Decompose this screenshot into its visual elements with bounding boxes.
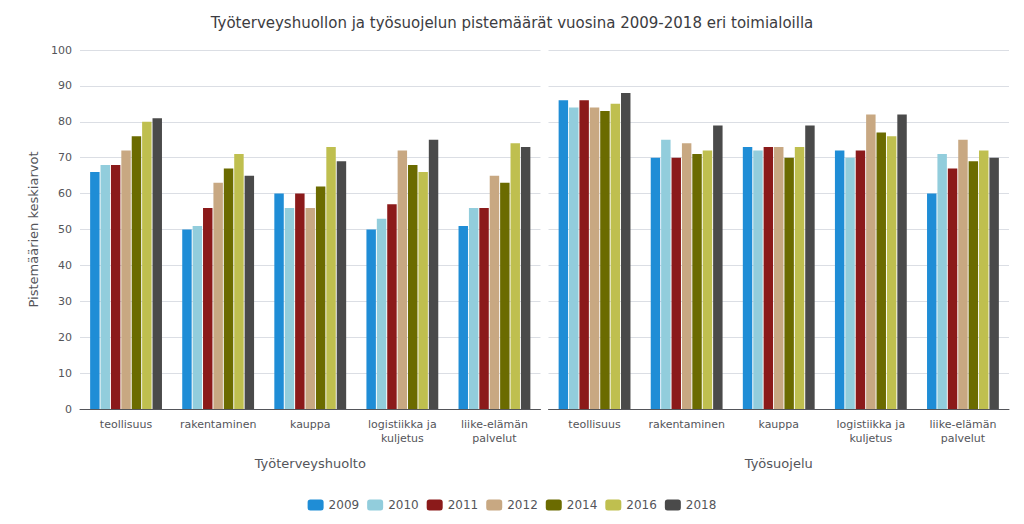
svg-text:2010: 2010: [388, 498, 419, 512]
svg-text:2016: 2016: [626, 498, 657, 512]
svg-text:70: 70: [58, 151, 72, 164]
svg-text:60: 60: [58, 187, 72, 200]
svg-text:logistiikka ja: logistiikka ja: [837, 418, 906, 431]
svg-text:2012: 2012: [507, 498, 538, 512]
svg-text:teollisuus: teollisuus: [568, 418, 621, 431]
svg-text:palvelut: palvelut: [941, 432, 986, 445]
svg-text:20: 20: [58, 331, 72, 344]
svg-text:30: 30: [58, 295, 72, 308]
svg-text:80: 80: [58, 115, 72, 128]
svg-text:Työterveyshuolto: Työterveyshuolto: [254, 456, 366, 471]
svg-text:90: 90: [58, 79, 72, 92]
svg-text:2009: 2009: [329, 498, 360, 512]
svg-text:teollisuus: teollisuus: [100, 418, 153, 431]
svg-text:logistiikka ja: logistiikka ja: [368, 418, 437, 431]
svg-text:liike-elämän: liike-elämän: [930, 418, 997, 431]
svg-text:kauppa: kauppa: [290, 418, 331, 431]
svg-text:rakentaminen: rakentaminen: [180, 418, 257, 431]
svg-text:kuljetus: kuljetus: [849, 432, 892, 445]
svg-text:100: 100: [51, 44, 72, 57]
svg-text:40: 40: [58, 259, 72, 272]
svg-text:kuljetus: kuljetus: [381, 432, 424, 445]
svg-text:rakentaminen: rakentaminen: [648, 418, 725, 431]
svg-text:Työsuojelu: Työsuojelu: [744, 456, 813, 471]
svg-text:liike-elämän: liike-elämän: [461, 418, 528, 431]
svg-text:Pistemäärien keskiarvot: Pistemäärien keskiarvot: [26, 152, 41, 308]
svg-text:palvelut: palvelut: [472, 432, 517, 445]
svg-text:2014: 2014: [567, 498, 598, 512]
svg-text:kauppa: kauppa: [758, 418, 799, 431]
svg-text:10: 10: [58, 367, 72, 380]
svg-text:2018: 2018: [686, 498, 717, 512]
svg-text:Työterveyshuollon ja työsuojel: Työterveyshuollon ja työsuojelun pistemä…: [210, 14, 814, 32]
svg-text:50: 50: [58, 223, 72, 236]
svg-text:2011: 2011: [448, 498, 479, 512]
svg-text:0: 0: [65, 403, 72, 416]
